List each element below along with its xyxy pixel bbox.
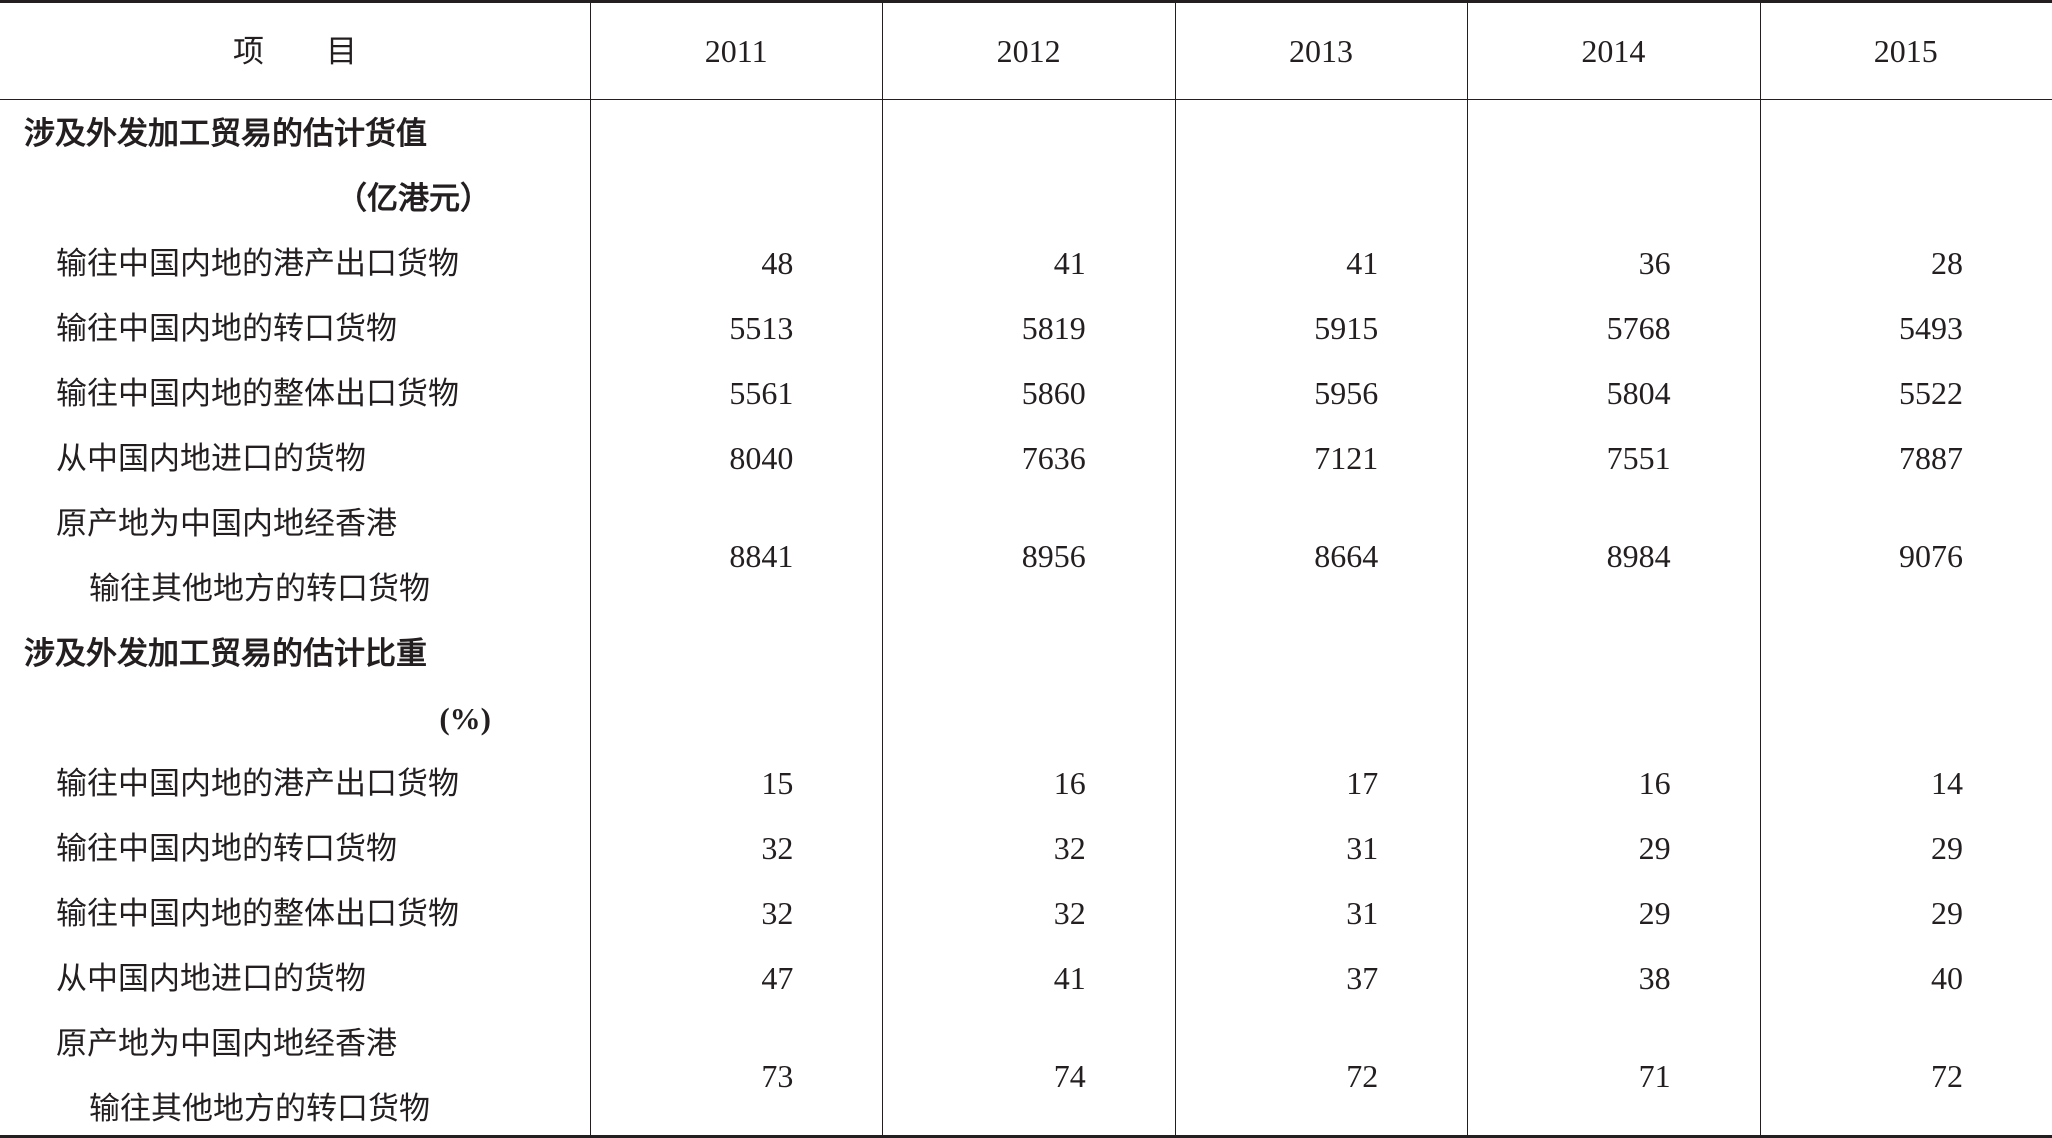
cell-value: 29 — [1638, 895, 1671, 931]
cell-value: 5819 — [1021, 310, 1086, 346]
column-rule — [1175, 0, 1176, 1138]
cell-value: 32 — [1053, 895, 1086, 931]
cell-value: 5768 — [1606, 310, 1671, 346]
cell-value: 29 — [1638, 830, 1671, 866]
column-rule — [1760, 0, 1761, 1138]
cell-value: 29 — [1930, 895, 1963, 931]
column-rule — [590, 0, 591, 1138]
section-unit: (%) — [439, 701, 491, 736]
row-label: 从中国内地进口的货物 — [56, 441, 366, 476]
cell-value: 8984 — [1606, 537, 1671, 574]
column-rule — [1467, 0, 1468, 1138]
row-label: 原产地为中国内地经香港 — [56, 1026, 397, 1061]
cell-value: 48 — [761, 245, 794, 281]
cell-value: 72 — [1930, 1057, 1963, 1094]
cell-value: 7887 — [1898, 440, 1963, 476]
row-label: 原产地为中国内地经香港 — [56, 506, 397, 541]
cell-value: 16 — [1053, 765, 1086, 801]
header-cell: 2015 — [1873, 32, 1938, 69]
row-label: 输往中国内地的港产出口货物 — [56, 766, 459, 801]
cell-value: 7121 — [1314, 440, 1379, 476]
cell-value: 7551 — [1606, 440, 1671, 476]
section-title: 涉及外发加工贸易的估计比重 — [24, 636, 427, 671]
column-rule — [882, 0, 883, 1138]
cell-value: 41 — [1053, 960, 1086, 996]
cell-value: 73 — [761, 1057, 794, 1094]
cell-value: 5493 — [1898, 310, 1963, 346]
cell-value: 5561 — [729, 375, 794, 411]
row-label: 从中国内地进口的货物 — [56, 961, 366, 996]
cell-value: 14 — [1930, 765, 1963, 801]
cell-value: 71 — [1638, 1057, 1671, 1094]
header-cell: 2013 — [1288, 32, 1353, 69]
cell-value: 9076 — [1898, 537, 1963, 574]
section-unit: （亿港元） — [336, 181, 491, 216]
row-label: 输往中国内地的转口货物 — [56, 831, 397, 866]
cell-value: 5513 — [729, 310, 794, 346]
cell-value: 40 — [1930, 960, 1963, 996]
cell-value: 72 — [1346, 1057, 1379, 1094]
cell-value: 8841 — [729, 537, 794, 574]
header-rule — [0, 99, 2052, 100]
row-label: 输往中国内地的整体出口货物 — [56, 896, 459, 931]
cell-value: 29 — [1930, 830, 1963, 866]
header-cell: 2014 — [1581, 32, 1646, 69]
bottom-rule — [0, 1135, 2052, 1138]
cell-value: 5860 — [1021, 375, 1086, 411]
cell-value: 16 — [1638, 765, 1671, 801]
header-cell: 项 目 — [233, 33, 357, 69]
cell-value: 41 — [1053, 245, 1086, 281]
cell-value: 28 — [1930, 245, 1963, 281]
header-cell: 2011 — [704, 32, 768, 69]
cell-value: 17 — [1346, 765, 1379, 801]
top-rule — [0, 0, 2052, 3]
cell-value: 37 — [1346, 960, 1379, 996]
cell-value: 8664 — [1314, 537, 1379, 574]
cell-value: 47 — [761, 960, 794, 996]
cell-value: 31 — [1346, 895, 1379, 931]
cell-value: 5915 — [1314, 310, 1379, 346]
cell-value: 8956 — [1021, 537, 1086, 574]
cell-value: 32 — [761, 830, 794, 866]
cell-value: 38 — [1638, 960, 1671, 996]
cell-value: 15 — [761, 765, 794, 801]
cell-value: 31 — [1346, 830, 1379, 866]
cell-value: 32 — [761, 895, 794, 931]
row-label: 输往其他地方的转口货物 — [89, 1091, 430, 1126]
header-cell: 2012 — [996, 32, 1061, 69]
row-label: 输往中国内地的整体出口货物 — [56, 376, 459, 411]
cell-value: 74 — [1053, 1057, 1086, 1094]
row-label: 输往中国内地的港产出口货物 — [56, 246, 459, 281]
cell-value: 5956 — [1314, 375, 1379, 411]
cell-value: 5804 — [1606, 375, 1671, 411]
cell-value: 7636 — [1021, 440, 1086, 476]
cell-value: 41 — [1346, 245, 1379, 281]
row-label: 输往其他地方的转口货物 — [89, 571, 430, 606]
cell-value: 5522 — [1898, 375, 1963, 411]
cell-value: 8040 — [729, 440, 794, 476]
cell-value: 32 — [1053, 830, 1086, 866]
section-title: 涉及外发加工贸易的估计货值 — [24, 116, 427, 151]
cell-value: 36 — [1638, 245, 1671, 281]
row-label: 输往中国内地的转口货物 — [56, 311, 397, 346]
